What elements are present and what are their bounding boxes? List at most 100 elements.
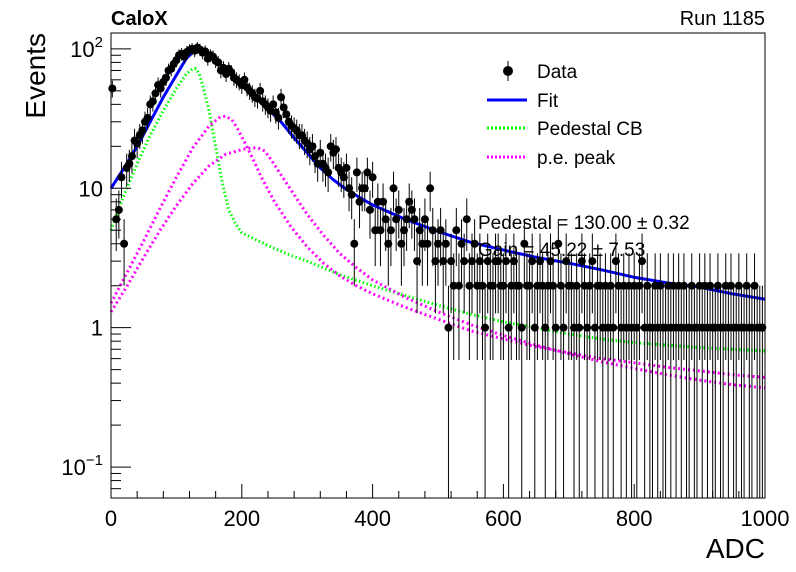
data-point <box>470 219 479 286</box>
data-point <box>577 233 586 314</box>
y-axis-label: Events <box>20 33 51 119</box>
data-point <box>331 136 340 166</box>
data-point <box>549 253 558 361</box>
data-point <box>499 253 508 361</box>
data-point <box>554 219 563 286</box>
x-axis-label: ADC <box>706 533 765 564</box>
data-point <box>750 253 759 361</box>
data-point <box>452 207 461 267</box>
data-point <box>504 285 513 498</box>
legend-label: Fit <box>537 91 559 112</box>
fit-annotation-pedestal: Pedestal = 130.00 ± 0.32 <box>478 213 690 234</box>
data-point <box>481 285 490 498</box>
data-point <box>345 171 354 212</box>
axes: 0 200 400 600 800 1000 10−1 1 10 102 <box>61 34 789 531</box>
data-point <box>441 219 450 286</box>
data-point <box>447 233 456 314</box>
data-point <box>483 233 492 314</box>
pe-peak-curve-2 <box>109 146 766 390</box>
fit-annotation-gain: Gain = 45.22 ± 7.53 <box>478 240 645 261</box>
data-point <box>386 207 395 267</box>
data-point <box>509 233 518 314</box>
data-point <box>462 198 471 251</box>
data-point <box>277 88 286 107</box>
data-point <box>572 253 581 361</box>
data-point <box>541 285 550 498</box>
header-experiment-label: CaloX <box>111 8 168 30</box>
data-point <box>638 233 647 314</box>
data-point <box>108 80 117 98</box>
y-tick-label: 10 <box>79 176 103 201</box>
data-point <box>590 285 599 498</box>
legend: Data Fit Pedestal CB p.e. peak <box>487 61 643 169</box>
data-point <box>611 233 620 314</box>
data-point <box>478 253 487 361</box>
data-point <box>734 253 743 361</box>
data-point <box>352 157 361 193</box>
data-point <box>502 233 511 314</box>
data-point <box>536 233 545 314</box>
data-point <box>530 285 539 498</box>
data-point <box>117 161 126 198</box>
data-point <box>376 207 385 267</box>
data-point <box>494 233 503 314</box>
data-point <box>415 207 424 267</box>
legend-item: p.e. peak <box>487 148 616 169</box>
data-point <box>583 285 592 498</box>
data-point <box>528 233 537 314</box>
pedestal-cb-curve <box>109 67 766 353</box>
data-point <box>556 253 565 361</box>
legend-item: Pedestal CB <box>487 119 643 140</box>
data-point <box>687 253 696 361</box>
data-point <box>214 55 223 70</box>
data-point <box>127 143 136 173</box>
data-point <box>410 198 419 251</box>
data-point <box>643 253 652 361</box>
data-point <box>342 153 351 187</box>
data-point <box>363 157 372 193</box>
data-point <box>444 285 453 498</box>
data-point <box>402 198 411 251</box>
data-point <box>256 82 265 101</box>
data-point <box>394 190 403 239</box>
data-point <box>413 233 422 314</box>
data-point <box>143 108 152 130</box>
x-tick-label: 600 <box>485 506 522 531</box>
data-point <box>324 157 333 193</box>
data-point <box>428 207 437 267</box>
data-point <box>635 253 644 361</box>
data-point <box>551 285 560 498</box>
data-point <box>423 219 432 286</box>
legend-item: Fit <box>487 91 559 112</box>
data-point <box>350 219 359 286</box>
data-point <box>588 233 597 314</box>
data-point <box>457 219 466 286</box>
data-point <box>713 253 722 361</box>
data-point <box>585 253 594 361</box>
data-point <box>575 285 584 498</box>
x-tick-label: 1000 <box>741 506 790 531</box>
y-tick-label: 102 <box>70 34 103 62</box>
x-tick-label: 400 <box>354 506 391 531</box>
data-point <box>405 183 414 229</box>
legend-item: Data <box>503 61 578 83</box>
data-point <box>515 253 524 361</box>
data-point <box>465 253 474 361</box>
data-point <box>517 285 526 498</box>
data-point <box>758 285 767 498</box>
data-point <box>488 253 497 361</box>
data-points <box>108 41 767 498</box>
data-point <box>525 253 534 361</box>
data-point <box>679 253 688 361</box>
data-point <box>742 253 751 361</box>
data-point <box>562 233 571 314</box>
data-point <box>365 190 374 239</box>
y-tick-label: 10−1 <box>61 452 103 480</box>
data-point <box>426 171 435 212</box>
data-point <box>468 233 477 314</box>
data-point <box>706 253 715 361</box>
legend-marker-icon <box>503 66 513 76</box>
data-point <box>274 108 283 130</box>
data-point <box>656 253 665 361</box>
